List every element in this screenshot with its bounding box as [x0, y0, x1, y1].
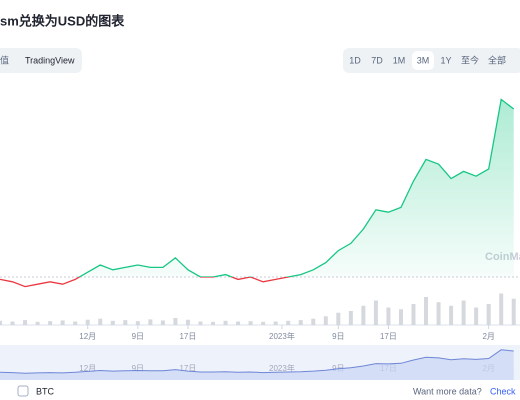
volume-bar: [436, 302, 441, 325]
volume-bar: [60, 320, 65, 325]
range-button[interactable]: 全部: [488, 54, 506, 65]
compare-label: BTC: [36, 386, 55, 396]
volume-bar: [449, 305, 454, 325]
range-active: [412, 51, 434, 70]
volume-bar: [148, 319, 153, 325]
volume-bar: [273, 321, 278, 325]
volume-bar: [185, 319, 190, 325]
volume-bar: [398, 309, 403, 325]
volume-bar: [336, 312, 341, 325]
volume-bar: [286, 320, 291, 325]
volume-bar: [411, 304, 416, 325]
x-tick-label: 17日: [179, 332, 196, 341]
x-tick-label: 9日: [332, 332, 344, 341]
x-tick-label: 17日: [380, 332, 397, 341]
price-area: [0, 99, 514, 277]
volume-bar: [160, 320, 165, 325]
x-tick-label: 9日: [132, 332, 144, 341]
x-tick-label: 2023年: [269, 331, 295, 341]
ranges: 1D 7D 1M 3M 1Y 至今 全部: [349, 51, 506, 70]
volume-bar: [348, 311, 353, 325]
nav-tick-label: 2023年: [269, 363, 295, 373]
volume-bar: [373, 300, 378, 325]
range-button[interactable]: 1Y: [440, 55, 451, 65]
range-button[interactable]: 1M: [393, 55, 406, 65]
volume-bar: [386, 307, 391, 325]
range-button[interactable]: 至今: [461, 54, 479, 65]
plot: CoinMa12月9日17日2023年9日17日2月: [0, 98, 520, 341]
price-line-up: [78, 98, 515, 277]
volume-bar: [298, 320, 303, 325]
nav-tick-label: 9日: [132, 364, 144, 373]
volume-bar: [236, 321, 241, 325]
tab[interactable]: 值: [0, 54, 9, 65]
nav-tick-label: 12月: [79, 364, 96, 373]
volume-bar: [110, 320, 115, 325]
more-data: Want more data?: [413, 386, 482, 396]
range-button[interactable]: 7D: [371, 55, 383, 65]
volume-bar: [511, 298, 516, 325]
volume-bar: [23, 320, 28, 325]
nav-line: [0, 349, 514, 374]
more-link[interactable]: Check: [490, 386, 516, 396]
volume-bar: [361, 305, 366, 325]
volume-bar: [486, 304, 491, 325]
volume-bar: [499, 293, 504, 325]
volume-bar: [98, 318, 103, 325]
volume-bar: [311, 318, 316, 325]
volume-bar: [323, 316, 328, 325]
price-line-down: [0, 277, 292, 288]
volume-bar: [73, 321, 78, 325]
volume-bar: [123, 320, 128, 325]
volume-bar: [10, 321, 15, 325]
nav-tick-label: 17日: [179, 364, 196, 373]
volume-bar: [48, 321, 53, 325]
checkbox[interactable]: [17, 385, 29, 397]
volume-bar: [223, 320, 228, 325]
volume-bar: [198, 321, 203, 325]
x-tick-label: 2月: [482, 332, 494, 341]
tab[interactable]: TradingView: [25, 55, 75, 65]
volume-bar: [35, 321, 40, 325]
volume-bar: [474, 307, 479, 325]
volume-bar: [461, 300, 466, 325]
tab-group: [0, 48, 82, 73]
volume-bar: [85, 319, 90, 325]
volume-bar: [173, 318, 178, 325]
x-tick-label: 12月: [79, 332, 96, 341]
title: sm兑换为USD的图表: [0, 13, 125, 28]
volume-bar: [424, 297, 429, 325]
volume-bar: [211, 321, 216, 325]
range-button[interactable]: 3M: [417, 55, 430, 65]
range-button[interactable]: 1D: [349, 55, 361, 65]
volume-bar: [0, 320, 2, 325]
volume-bar: [248, 321, 253, 325]
nav-area: [0, 349, 514, 380]
volume-bar: [135, 321, 140, 325]
volume-bar: [261, 321, 266, 325]
